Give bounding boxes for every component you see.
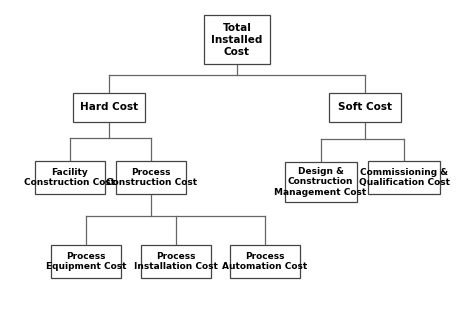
FancyBboxPatch shape <box>51 245 121 278</box>
Text: Commissioning &
Qualification Cost: Commissioning & Qualification Cost <box>359 168 450 187</box>
Text: Process
Automation Cost: Process Automation Cost <box>222 251 308 271</box>
Text: Process
Construction Cost: Process Construction Cost <box>106 168 197 187</box>
Text: Soft Cost: Soft Cost <box>338 102 392 112</box>
FancyBboxPatch shape <box>284 162 356 202</box>
Text: Design &
Construction
Management Cost: Design & Construction Management Cost <box>274 167 367 197</box>
FancyBboxPatch shape <box>329 93 401 122</box>
FancyBboxPatch shape <box>116 161 186 194</box>
FancyBboxPatch shape <box>141 245 210 278</box>
FancyBboxPatch shape <box>73 93 145 122</box>
FancyBboxPatch shape <box>230 245 300 278</box>
FancyBboxPatch shape <box>204 15 270 64</box>
Text: Total
Installed
Cost: Total Installed Cost <box>211 23 263 57</box>
Text: Facility
Construction Cost: Facility Construction Cost <box>24 168 115 187</box>
FancyBboxPatch shape <box>35 161 105 194</box>
Text: Process
Installation Cost: Process Installation Cost <box>134 251 218 271</box>
Text: Process
Equipment Cost: Process Equipment Cost <box>46 251 126 271</box>
FancyBboxPatch shape <box>368 161 440 194</box>
Text: Hard Cost: Hard Cost <box>80 102 138 112</box>
